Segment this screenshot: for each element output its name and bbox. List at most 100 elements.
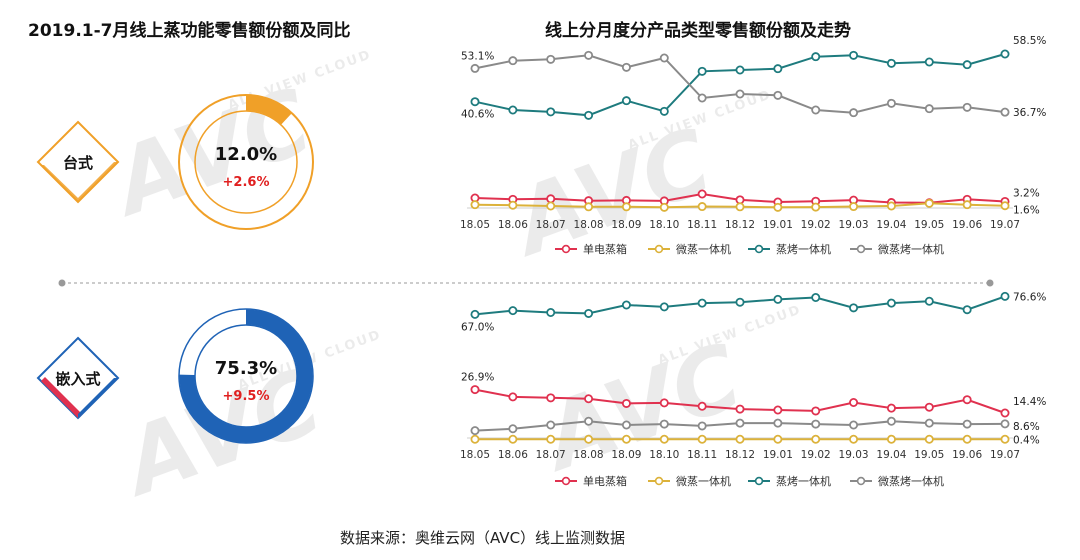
divider-dot-right — [986, 279, 994, 287]
x-tick-label: 18.05 — [460, 449, 490, 461]
legend-swatch-dot — [654, 244, 664, 254]
data-point — [546, 107, 556, 117]
data-point — [621, 202, 631, 212]
last-value-label: 3.2% — [1013, 187, 1040, 199]
data-point — [886, 403, 896, 413]
first-value-label: 67.0% — [461, 321, 494, 333]
data-point — [697, 189, 707, 199]
data-point — [659, 53, 669, 63]
legend-label: 蒸烤一体机 — [776, 242, 831, 256]
legend-swatch-dot — [856, 244, 866, 254]
right-title: 线上分月度分产品类型零售额份额及走势 — [545, 21, 851, 41]
x-tick-label: 19.04 — [876, 219, 906, 231]
data-point — [546, 434, 556, 444]
x-tick-label: 18.06 — [498, 219, 528, 231]
last-value-label: 36.7% — [1013, 107, 1046, 119]
category-label-desktop: 台式 — [63, 154, 93, 172]
data-point — [697, 66, 707, 76]
data-point — [470, 97, 480, 107]
data-point — [546, 307, 556, 317]
divider-dot-left — [58, 279, 66, 287]
data-point — [697, 298, 707, 308]
data-point — [546, 194, 556, 204]
data-point — [924, 104, 934, 114]
legend-swatch-dot — [754, 244, 764, 254]
x-tick-label: 19.03 — [839, 219, 869, 231]
x-tick-label: 18.05 — [460, 219, 490, 231]
data-point — [924, 434, 934, 444]
data-point — [924, 198, 934, 208]
legend-label: 蒸烤一体机 — [776, 474, 831, 488]
data-point — [621, 398, 631, 408]
category-diamond-desktop: 台式 — [36, 120, 120, 204]
data-point — [962, 434, 972, 444]
legend-swatch-dot — [654, 476, 664, 486]
donut-outer-ring-builtin — [178, 308, 314, 444]
donut-yoy-builtin: +9.5% — [223, 389, 270, 404]
data-point — [697, 401, 707, 411]
last-value-label: 76.6% — [1013, 291, 1046, 303]
legend-label: 微蒸烤一体机 — [878, 474, 944, 488]
donut-inner-ring-desktop — [194, 110, 298, 214]
data-point — [621, 434, 631, 444]
data-point — [1000, 419, 1010, 429]
donut-share-builtin: 75.3% — [215, 358, 277, 379]
data-point — [849, 202, 859, 212]
data-point — [508, 434, 518, 444]
data-point — [849, 108, 859, 118]
data-point — [849, 434, 859, 444]
legend-swatch-dot — [561, 476, 571, 486]
data-point — [470, 434, 480, 444]
x-tick-label: 18.12 — [725, 449, 755, 461]
left-title: 2019.1-7月线上蒸功能零售额份额及同比 — [28, 21, 351, 41]
data-point — [811, 105, 821, 115]
data-point — [811, 406, 821, 416]
first-value-label: 53.1% — [461, 50, 494, 62]
x-tick-label: 19.03 — [839, 449, 869, 461]
data-point — [773, 418, 783, 428]
data-point — [621, 62, 631, 72]
donut-share-arc-builtin — [179, 309, 313, 443]
data-point — [849, 303, 859, 313]
x-tick-label: 19.06 — [952, 219, 982, 231]
x-tick-label: 18.11 — [687, 449, 717, 461]
data-point — [735, 434, 745, 444]
data-point — [546, 393, 556, 403]
first-value-label: 40.6% — [461, 109, 494, 121]
data-point — [924, 402, 934, 412]
x-tick-label: 19.06 — [952, 449, 982, 461]
data-point — [470, 309, 480, 319]
data-point — [1000, 201, 1010, 211]
data-point — [811, 419, 821, 429]
data-point — [962, 395, 972, 405]
data-point — [849, 420, 859, 430]
data-point — [962, 419, 972, 429]
donut-outer-ring-desktop — [178, 94, 314, 230]
data-point — [584, 50, 594, 60]
data-point — [470, 200, 480, 210]
data-point — [508, 200, 518, 210]
data-point — [811, 202, 821, 212]
data-point — [962, 60, 972, 70]
data-point — [659, 434, 669, 444]
x-tick-label: 19.05 — [914, 219, 944, 231]
x-tick-label: 19.05 — [914, 449, 944, 461]
data-point — [1000, 291, 1010, 301]
x-tick-label: 19.02 — [801, 219, 831, 231]
data-point — [508, 56, 518, 66]
line-chart-desktop: 18.05 18.06 18.07 18.08 18.09 18.10 18.11 18.12… — [460, 35, 1046, 256]
data-point — [811, 52, 821, 62]
donut-builtin: 75.3% +9.5% — [178, 308, 314, 444]
x-tick-label: 19.07 — [990, 449, 1020, 461]
data-point — [621, 420, 631, 430]
donut-inner-ring-builtin — [194, 324, 298, 428]
data-point — [508, 306, 518, 316]
data-point — [886, 298, 896, 308]
data-point — [886, 58, 896, 68]
data-source-note: 数据来源：奥维云网（AVC）线上监测数据 — [340, 529, 626, 547]
line-chart-builtin: 18.05 18.06 18.07 18.08 18.09 18.10 18.11 18.12… — [460, 291, 1046, 488]
donut-yoy-desktop: +2.6% — [223, 175, 270, 190]
data-point — [735, 202, 745, 212]
